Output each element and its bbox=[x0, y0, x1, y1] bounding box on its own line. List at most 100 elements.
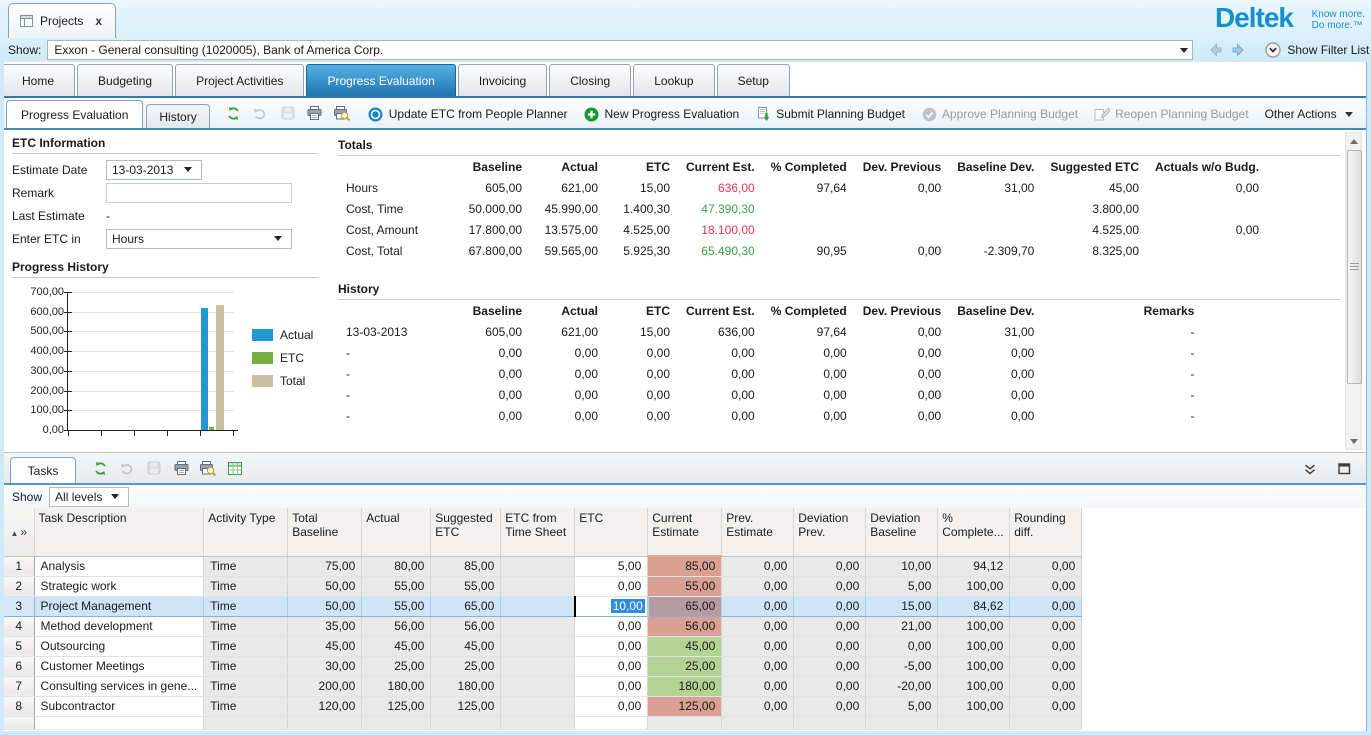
grid-cell[interactable]: 0,00 bbox=[1009, 656, 1083, 677]
grid-cell[interactable]: 180,00 bbox=[647, 676, 723, 697]
grid-cell[interactable]: 0,00 bbox=[721, 576, 795, 597]
preview-icon[interactable] bbox=[333, 105, 350, 121]
tab-project-activities[interactable]: Project Activities bbox=[175, 64, 305, 96]
remark-input[interactable] bbox=[106, 182, 292, 203]
grid-cell[interactable]: Time bbox=[203, 636, 289, 657]
grid-cell[interactable]: 75,00 bbox=[287, 556, 363, 577]
grid-cell[interactable]: 100,00 bbox=[937, 576, 1011, 597]
grid-cell[interactable]: 0,00 bbox=[793, 616, 867, 637]
col-header-deviation-baseline[interactable]: Deviation Baseline bbox=[865, 508, 939, 557]
grid-cell[interactable]: -5,00 bbox=[865, 656, 939, 677]
grid-cell[interactable]: 5,00 bbox=[865, 696, 939, 717]
close-icon[interactable]: x bbox=[95, 14, 103, 28]
grid-cell[interactable]: 0,00 bbox=[1009, 636, 1083, 657]
grid-cell[interactable]: 55,00 bbox=[361, 576, 432, 597]
grid-cell[interactable]: 0,00 bbox=[574, 616, 649, 637]
project-selector-combobox[interactable]: Exxon - General consulting (1020005), Ba… bbox=[47, 40, 1194, 60]
grid-cell[interactable]: 0,00 bbox=[1009, 595, 1083, 617]
grid-cell[interactable]: 84,62 bbox=[937, 595, 1011, 617]
grid-cell[interactable]: 55,00 bbox=[430, 576, 502, 597]
grid-cell[interactable]: 100,00 bbox=[937, 656, 1011, 677]
tab-invoicing[interactable]: Invoicing bbox=[457, 64, 548, 96]
grid-cell[interactable]: Time bbox=[203, 696, 289, 717]
estimate-date-select[interactable]: 13-03-2013 bbox=[106, 159, 202, 180]
level-filter-select[interactable]: All levels bbox=[49, 486, 130, 507]
col-header-complete[interactable]: % Complete... bbox=[937, 508, 1011, 557]
grid-cell[interactable]: 65,00 bbox=[430, 595, 502, 617]
grid-cell[interactable]: 15,00 bbox=[865, 595, 939, 617]
grid-cell[interactable]: 125,00 bbox=[361, 696, 432, 717]
tab-budgeting[interactable]: Budgeting bbox=[77, 64, 174, 96]
grid-cell[interactable]: Consulting services in gene... bbox=[34, 676, 205, 697]
grid-cell[interactable]: 50,00 bbox=[287, 576, 363, 597]
grid-cell[interactable]: 25,00 bbox=[361, 656, 432, 677]
grid-cell[interactable]: 0,00 bbox=[793, 636, 867, 657]
grid-cell[interactable]: 25,00 bbox=[647, 656, 723, 677]
grid-cell[interactable]: 0,00 bbox=[721, 676, 795, 697]
grid-cell[interactable]: 0,00 bbox=[865, 636, 939, 657]
tab-progress-evaluation[interactable]: Progress Evaluation bbox=[306, 64, 456, 96]
grid-cell[interactable]: 65,00 bbox=[647, 595, 723, 617]
grid-cell[interactable]: Time bbox=[203, 676, 289, 697]
grid-cell[interactable]: 0,00 bbox=[793, 556, 867, 577]
grid-cell[interactable]: 0,00 bbox=[574, 636, 649, 657]
grid-cell[interactable]: 0,00 bbox=[721, 636, 795, 657]
maximize-panel-icon[interactable] bbox=[1336, 461, 1352, 477]
grid-cell[interactable]: 120,00 bbox=[287, 696, 363, 717]
action-new-progress-evaluation[interactable]: New Progress Evaluation bbox=[584, 106, 739, 122]
col-header-deviation-prev[interactable]: Deviation Prev. bbox=[793, 508, 867, 557]
grid-cell[interactable]: Time bbox=[203, 616, 289, 637]
back-arrow-icon[interactable] bbox=[1207, 42, 1223, 58]
grid-cell[interactable]: 0,00 bbox=[574, 656, 649, 677]
grid-cell[interactable] bbox=[500, 656, 576, 677]
grid-cell[interactable]: Time bbox=[203, 595, 289, 617]
scrollbar-thumb[interactable] bbox=[1347, 150, 1362, 384]
grid-cell[interactable]: 45,00 bbox=[361, 636, 432, 657]
grid-cell[interactable]: 30,00 bbox=[287, 656, 363, 677]
grid-cell[interactable]: 180,00 bbox=[430, 676, 502, 697]
grid-cell[interactable]: 85,00 bbox=[430, 556, 502, 577]
col-header-current-estimate[interactable]: Current Estimate bbox=[647, 508, 723, 557]
col-header-activity-type[interactable]: Activity Type bbox=[203, 508, 289, 557]
col-header-prev-estimate[interactable]: Prev. Estimate bbox=[721, 508, 795, 557]
show-filter-list-button[interactable]: Show Filter List bbox=[1265, 42, 1369, 58]
grid-cell[interactable]: 0,00 bbox=[574, 576, 649, 597]
action-other-actions[interactable]: Other Actions bbox=[1265, 107, 1353, 121]
grid-cell[interactable]: 0,00 bbox=[793, 676, 867, 697]
subtab-progress-evaluation[interactable]: Progress Evaluation bbox=[6, 100, 144, 128]
grid-cell[interactable]: 45,00 bbox=[647, 636, 723, 657]
tab-home[interactable]: Home bbox=[1, 64, 76, 96]
grid-corner[interactable]: ▲» bbox=[4, 508, 35, 557]
grid-cell[interactable] bbox=[500, 576, 576, 597]
row-number[interactable]: 8 bbox=[4, 696, 35, 717]
action-submit-planning-budget[interactable]: Submit Planning Budget bbox=[755, 106, 905, 122]
row-number[interactable]: 6 bbox=[4, 656, 35, 677]
row-number[interactable]: 4 bbox=[4, 616, 35, 637]
grid-cell[interactable]: 80,00 bbox=[361, 556, 432, 577]
action-update-etc-from-people-planner[interactable]: Update ETC from People Planner bbox=[368, 106, 568, 122]
grid-cell[interactable]: 0,00 bbox=[1009, 696, 1083, 717]
grid-cell[interactable]: 55,00 bbox=[361, 595, 432, 617]
row-number[interactable]: 2 bbox=[4, 576, 35, 597]
grid-cell[interactable]: 45,00 bbox=[287, 636, 363, 657]
row-number[interactable]: 5 bbox=[4, 636, 35, 657]
grid-cell[interactable]: 0,00 bbox=[793, 656, 867, 677]
grid-cell[interactable]: 100,00 bbox=[937, 636, 1011, 657]
grid-cell[interactable]: 45,00 bbox=[430, 636, 502, 657]
grid-cell[interactable]: Method development bbox=[34, 616, 205, 637]
grid-cell[interactable]: 55,00 bbox=[647, 576, 723, 597]
tab-lookup[interactable]: Lookup bbox=[633, 64, 715, 96]
grid-cell[interactable]: 5,00 bbox=[865, 576, 939, 597]
grid-cell[interactable]: 125,00 bbox=[647, 696, 723, 717]
col-header-rounding-diff[interactable]: Rounding diff. bbox=[1009, 508, 1083, 557]
col-header-etc-from-time-sheet[interactable]: ETC from Time Sheet bbox=[500, 508, 576, 557]
grid-cell[interactable]: 0,00 bbox=[574, 676, 649, 697]
grid-cell[interactable]: 100,00 bbox=[937, 616, 1011, 637]
grid-cell[interactable]: 50,00 bbox=[287, 595, 363, 617]
grid-cell[interactable]: Project Management bbox=[34, 595, 205, 617]
grid-cell[interactable]: 56,00 bbox=[361, 616, 432, 637]
collapse-double-chevron-icon[interactable] bbox=[1302, 461, 1318, 477]
grid-cell[interactable]: 10,00 bbox=[573, 595, 649, 617]
grid-cell[interactable]: Outsourcing bbox=[34, 636, 205, 657]
grid-cell[interactable]: 0,00 bbox=[574, 696, 649, 717]
